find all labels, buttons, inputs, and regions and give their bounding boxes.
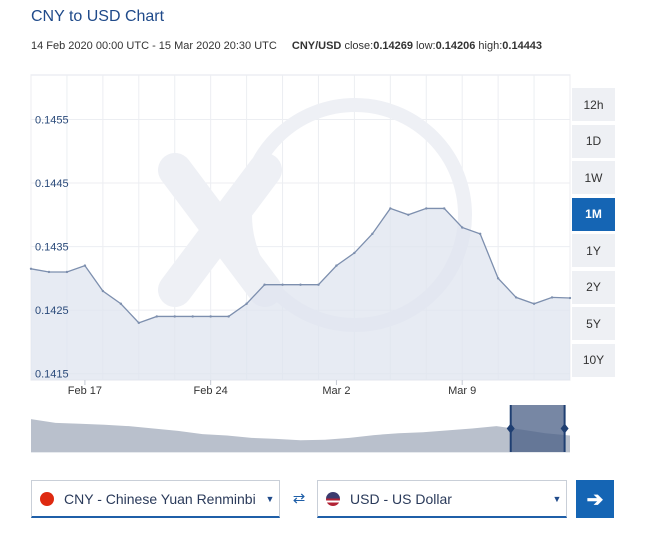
data-point xyxy=(245,302,248,305)
data-point xyxy=(299,283,302,286)
high-value: 0.14443 xyxy=(502,40,543,52)
overview-handle xyxy=(560,423,569,434)
timeframe-button-5y[interactable]: 5Y xyxy=(572,307,615,340)
from-currency-select[interactable]: CNY - Chinese Yuan Renminbi ▼ xyxy=(31,480,280,518)
timeframe-button-12h[interactable]: 12h xyxy=(572,88,615,121)
data-point xyxy=(137,321,140,325)
data-point xyxy=(209,315,212,318)
data-point xyxy=(496,277,500,280)
chart-summary: 14 Feb 2020 00:00 UTC - 15 Mar 2020 20:3… xyxy=(31,40,542,52)
high-label: high: xyxy=(478,40,503,52)
data-point xyxy=(155,315,158,318)
data-point xyxy=(407,213,410,216)
convert-button[interactable]: ➔ xyxy=(576,480,614,518)
x-tick-label: Feb 17 xyxy=(68,385,102,397)
data-point xyxy=(389,207,392,210)
data-point xyxy=(281,283,284,286)
data-point xyxy=(461,226,464,229)
data-point xyxy=(83,264,87,267)
low-label: low: xyxy=(416,40,436,52)
data-point xyxy=(443,207,446,210)
data-point xyxy=(227,315,230,318)
data-point xyxy=(532,302,536,305)
timeframe-button-1m[interactable]: 1M xyxy=(572,197,615,231)
data-point xyxy=(173,315,176,318)
to-currency-select[interactable]: USD - US Dollar ▼ xyxy=(317,480,567,518)
from-currency-label: CNY - Chinese Yuan Renminbi xyxy=(64,490,256,507)
low-value: 0.14206 xyxy=(435,40,476,52)
china-flag-icon xyxy=(40,491,54,506)
data-point xyxy=(371,232,374,236)
timeframe-button-1y[interactable]: 1Y xyxy=(572,234,615,267)
chevron-down-icon: ▼ xyxy=(265,493,275,504)
overview-handle xyxy=(506,423,515,434)
close-label: close: xyxy=(344,40,374,52)
chevron-down-icon: ▼ xyxy=(552,493,562,504)
data-point xyxy=(335,264,338,267)
overview-area xyxy=(31,419,570,452)
data-point xyxy=(65,270,69,274)
x-tick-label: Feb 24 xyxy=(194,385,228,397)
y-tick-label: 0.1455 xyxy=(35,114,69,126)
date-range: 14 Feb 2020 00:00 UTC - 15 Mar 2020 20:3… xyxy=(31,40,277,52)
timeframe-button-2y[interactable]: 2Y xyxy=(572,270,615,304)
x-tick-label: Mar 9 xyxy=(448,385,476,397)
close-value: 0.14269 xyxy=(373,40,413,52)
data-point xyxy=(568,296,572,300)
overview-navigator[interactable] xyxy=(31,405,570,453)
to-currency-label: USD - US Dollar xyxy=(350,490,452,507)
rate-chart[interactable]: 0.1415 0.1425 0.1435 0.1445 0.1455 Feb 17 Feb… xyxy=(0,0,661,460)
data-point xyxy=(317,283,320,286)
timeframe-button-1d[interactable]: 1D xyxy=(572,124,615,158)
data-point xyxy=(353,251,356,255)
us-flag-icon xyxy=(326,491,340,506)
y-tick-label: 0.1415 xyxy=(35,369,69,381)
data-point xyxy=(263,283,266,286)
data-point xyxy=(425,207,428,210)
timeframe-button-10y[interactable]: 10Y xyxy=(572,343,615,377)
data-point xyxy=(550,296,554,299)
data-point xyxy=(101,289,105,293)
data-point xyxy=(29,267,33,271)
data-point xyxy=(478,232,482,236)
y-tick-label: 0.1445 xyxy=(35,178,69,190)
overview-window xyxy=(510,405,565,452)
data-point xyxy=(119,302,123,305)
x-tick-label: Mar 2 xyxy=(322,385,350,397)
chart-title: CNY to USD Chart xyxy=(31,8,165,25)
data-point xyxy=(514,296,518,299)
rate-area xyxy=(31,208,570,380)
data-point xyxy=(191,315,194,318)
currency-pair: CNY/USD xyxy=(291,40,342,52)
swap-arrows-icon[interactable]: ⇄ xyxy=(292,490,306,507)
timeframe-button-1w[interactable]: 1W xyxy=(572,161,615,194)
xe-watermark-logo xyxy=(158,98,472,332)
arrow-right-icon: ➔ xyxy=(586,488,604,511)
data-point xyxy=(47,270,51,274)
y-tick-label: 0.1435 xyxy=(35,242,69,254)
y-tick-label: 0.1425 xyxy=(35,305,69,317)
